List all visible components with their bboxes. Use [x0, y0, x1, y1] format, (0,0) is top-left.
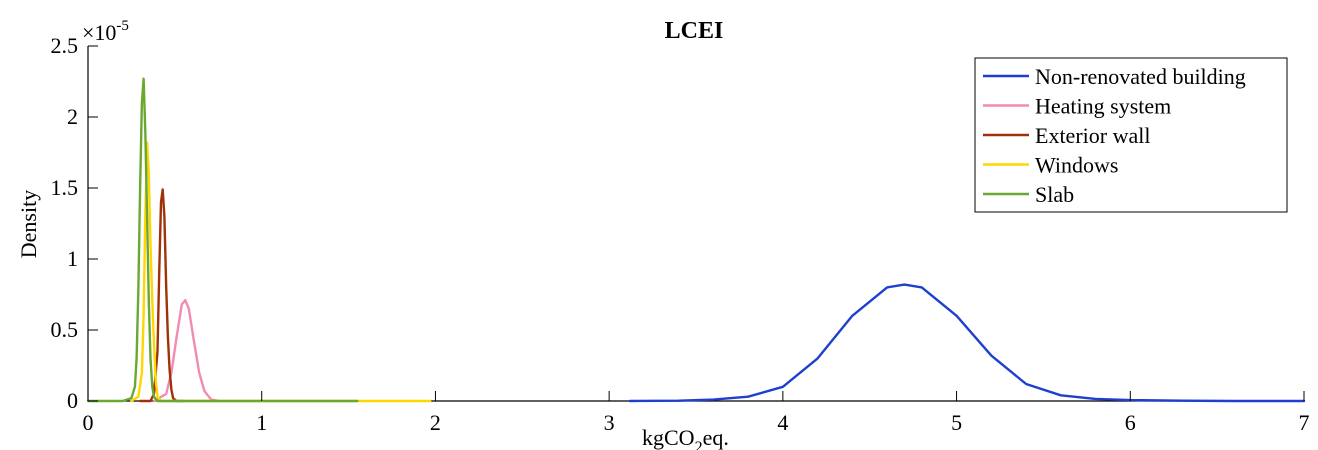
series-line-1 [152, 299, 222, 403]
x-tick-label: 2 [430, 410, 441, 435]
y-tick-label: 2 [67, 104, 78, 129]
x-tick-label: 5 [951, 410, 962, 435]
axis-ticks: 0 1 2 3 4 5 6 7 0 0.5 1 1.5 2 2.5 [51, 33, 1310, 435]
x-tick-label: 6 [1125, 410, 1136, 435]
chart-title: LCEI [665, 18, 724, 44]
x-tick-label: 3 [604, 410, 615, 435]
x-tick-label: 7 [1299, 410, 1310, 435]
legend-label-1: Heating system [1035, 94, 1171, 119]
y-tick-label: 1.5 [51, 175, 79, 200]
series-line-0 [628, 283, 1306, 403]
y-exponent-power: -5 [116, 18, 129, 34]
y-tick-label: 2.5 [51, 33, 79, 58]
legend-label-0: Non-renovated building [1035, 64, 1246, 89]
series-lines [86, 77, 1306, 403]
y-exponent-base: ×10 [82, 20, 116, 45]
y-tick-label: 1 [67, 246, 78, 271]
y-tick-label: 0.5 [51, 317, 79, 342]
x-axis-label-sub: 2 [695, 439, 703, 450]
y-exponent-label: ×10-5 [82, 18, 129, 45]
x-tick-label: 4 [777, 410, 788, 435]
legend-label-3: Windows [1035, 153, 1118, 178]
x-tick-label: 1 [256, 410, 267, 435]
x-axis-label-base: kgCO [642, 425, 695, 450]
y-axis-label: Density [16, 190, 41, 258]
y-tick-label: 0 [67, 388, 78, 413]
legend: Non-renovated building Heating system Exte… [974, 57, 1288, 213]
legend-box [974, 57, 1288, 213]
x-axis-label: kgCO2eq. [642, 425, 729, 450]
x-axis-label-tail: eq. [703, 425, 729, 450]
x-tick-label: 0 [83, 410, 94, 435]
series-line-3 [130, 141, 432, 403]
legend-label-4: Slab [1035, 182, 1074, 207]
series-line-4 [86, 77, 359, 403]
legend-label-2: Exterior wall [1035, 123, 1150, 148]
